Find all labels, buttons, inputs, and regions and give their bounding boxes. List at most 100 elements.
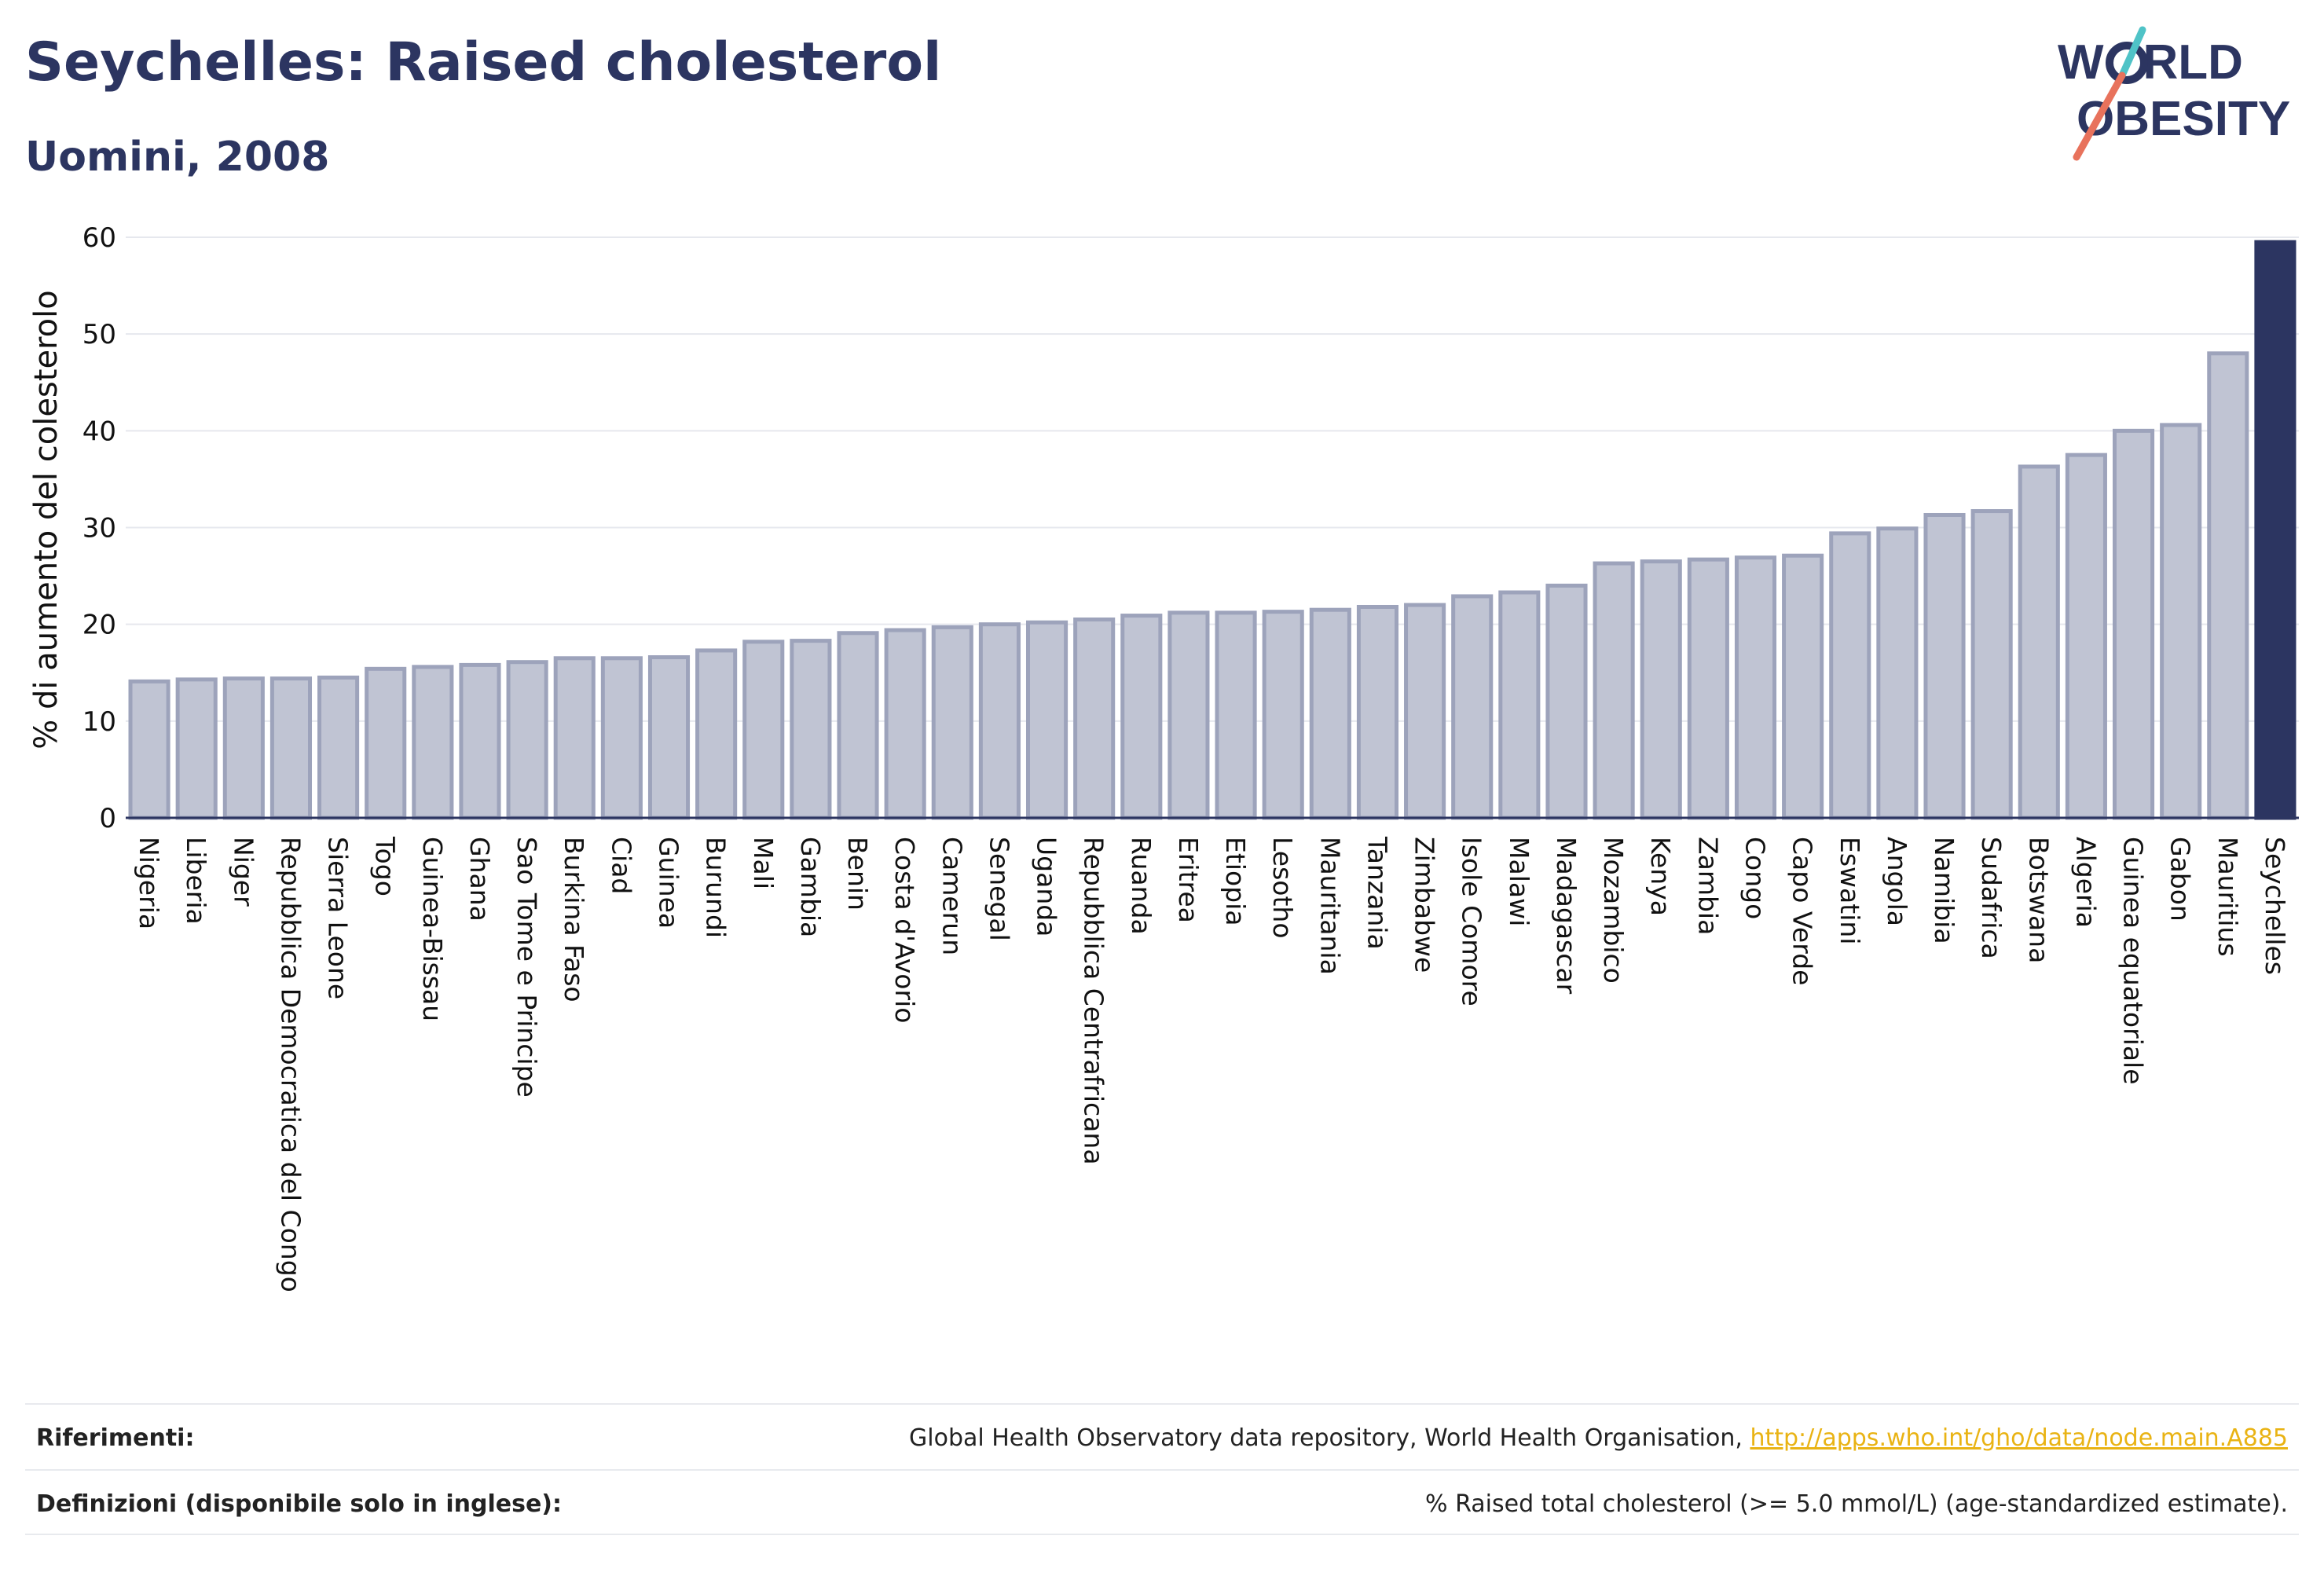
x-tick-label: Niger: [228, 837, 258, 907]
x-axis-labels: Nigeria Liberia Niger Repubblica Democratic…: [134, 836, 2290, 1292]
bar-ghana[interactable]: [459, 662, 501, 820]
x-tick-label: Eswatini: [1835, 837, 1865, 944]
bar-kenya[interactable]: [1640, 559, 1682, 820]
x-tick-label: Sao Tome e Principe: [511, 837, 542, 1098]
bar-sao-tome-e-principe[interactable]: [506, 660, 548, 820]
y-axis-title: % di aumento del colesterolo: [28, 290, 64, 749]
bar-senegal[interactable]: [978, 622, 1021, 820]
y-tick-label: 20: [82, 610, 116, 641]
bar-costa-d-avorio[interactable]: [884, 628, 926, 820]
bar-nigeria[interactable]: [128, 679, 170, 820]
logo-slash-teal: [2118, 26, 2146, 79]
bar-guinea-bissau[interactable]: [412, 665, 454, 820]
bar-zimbabwe[interactable]: [1404, 603, 1446, 820]
bar-gabon[interactable]: [2160, 423, 2202, 820]
x-tick-label: Uganda: [1032, 837, 1062, 936]
bar-guinea[interactable]: [647, 655, 691, 820]
x-tick-label: Mozambico: [1598, 837, 1629, 984]
x-tick-label: Nigeria: [134, 837, 164, 929]
bar-gambia[interactable]: [790, 639, 832, 820]
bar-mozambico[interactable]: [1593, 561, 1635, 820]
bar-madagascar[interactable]: [1545, 583, 1588, 820]
x-tick-label: Liberia: [181, 837, 211, 925]
bar-angola[interactable]: [1876, 526, 1919, 820]
bar-repubblica-democratica-del-congo[interactable]: [269, 676, 313, 820]
bar-sudafrica[interactable]: [1970, 509, 2013, 820]
bar-namibia[interactable]: [1923, 512, 1966, 820]
x-tick-label: Guinea equatoriale: [2118, 837, 2149, 1085]
x-tick-label: Botswana: [2023, 837, 2054, 963]
definitions-label: Definizioni (disponibile solo in inglese…: [36, 1490, 562, 1518]
footer-rule-top: [25, 1403, 2299, 1405]
x-tick-label: Costa d'Avorio: [889, 837, 920, 1023]
chart-title: Seychelles: Raised cholesterol: [25, 31, 942, 93]
x-tick-label: Guinea-Bissau: [417, 837, 448, 1021]
x-tick-label: Namibia: [1929, 837, 1959, 944]
bar-algeria[interactable]: [2065, 453, 2107, 820]
bar-benin[interactable]: [837, 631, 879, 820]
bar-botswana[interactable]: [2018, 464, 2060, 820]
bar-mauritania[interactable]: [1309, 607, 1351, 820]
bar-burundi[interactable]: [695, 648, 738, 820]
x-tick-label: Repubblica Centrafricana: [1079, 837, 1109, 1165]
bar-capo-verde[interactable]: [1782, 553, 1824, 820]
bar-togo[interactable]: [365, 666, 407, 820]
bar-eswatini[interactable]: [1829, 531, 1871, 820]
x-tick-label: Mali: [748, 837, 779, 889]
bar-ruanda[interactable]: [1120, 614, 1163, 820]
references-link[interactable]: http://apps.who.int/gho/data/node.main.A…: [1750, 1424, 2288, 1452]
logo-text-rld: RLD: [2143, 35, 2243, 90]
x-tick-label: Ciad: [606, 837, 636, 894]
chart-subtitle: Uomini, 2008: [25, 134, 330, 181]
bar-seychelles[interactable]: [2254, 240, 2297, 820]
x-tick-label: Sierra Leone: [323, 837, 354, 999]
bar-mali[interactable]: [742, 640, 785, 820]
bar-camerun[interactable]: [931, 625, 973, 820]
bar-tanzania[interactable]: [1356, 604, 1399, 820]
y-axis-ticks: 0 10 20 30 40 50 60: [82, 222, 116, 834]
bar-burkina-faso[interactable]: [553, 656, 596, 820]
references-row: Riferimenti: Global Health Observatory d…: [25, 1406, 2299, 1469]
x-tick-label: Angola: [1882, 837, 1912, 926]
bar-uganda[interactable]: [1025, 620, 1069, 820]
x-tick-label: Gabon: [2165, 837, 2196, 922]
definitions-row: Definizioni (disponibile solo in inglese…: [25, 1472, 2299, 1535]
y-tick-label: 0: [99, 803, 116, 834]
x-tick-label: Gambia: [795, 837, 826, 937]
bar-congo[interactable]: [1734, 555, 1777, 820]
x-tick-label: Madagascar: [1551, 837, 1582, 995]
x-tick-label: Camerun: [937, 837, 967, 955]
bar-lesotho[interactable]: [1262, 610, 1304, 820]
bar-etiopia[interactable]: [1215, 610, 1257, 820]
bar-sierra-leone[interactable]: [317, 675, 360, 820]
x-tick-label: Mauritius: [2212, 837, 2243, 957]
x-tick-label: Malawi: [1504, 837, 1534, 926]
y-tick-label: 60: [82, 222, 116, 254]
bar-isole-comore[interactable]: [1451, 594, 1494, 820]
bar-liberia[interactable]: [175, 677, 218, 820]
bar-repubblica-centrafricana[interactable]: [1073, 618, 1116, 820]
bar-niger[interactable]: [222, 676, 265, 820]
bar-eritrea[interactable]: [1167, 610, 1210, 820]
logo-text-w: W: [2058, 35, 2104, 90]
y-tick-label: 10: [82, 706, 116, 738]
bar-mauritius[interactable]: [2207, 351, 2249, 820]
bar-guinea-equatoriale[interactable]: [2112, 428, 2155, 820]
x-tick-label: Sudafrica: [1976, 837, 2007, 959]
bar-ciad[interactable]: [600, 656, 643, 820]
x-tick-label: Zambia: [1692, 837, 1723, 935]
references-label: Riferimenti:: [36, 1424, 195, 1452]
x-tick-label: Mauritania: [1314, 837, 1345, 975]
y-tick-label: 50: [82, 319, 116, 350]
x-tick-label: Seychelles: [2260, 837, 2290, 975]
bar-zambia[interactable]: [1687, 557, 1729, 820]
bar-malawi[interactable]: [1498, 590, 1541, 820]
logo-slash-coral: [2073, 71, 2126, 161]
references-text: Global Health Observatory data repositor…: [909, 1424, 1750, 1452]
x-tick-label: Capo Verde: [1787, 837, 1818, 985]
y-tick-label: 40: [82, 416, 116, 447]
x-tick-label: Ghana: [464, 837, 495, 922]
x-tick-label: Kenya: [1645, 837, 1676, 916]
